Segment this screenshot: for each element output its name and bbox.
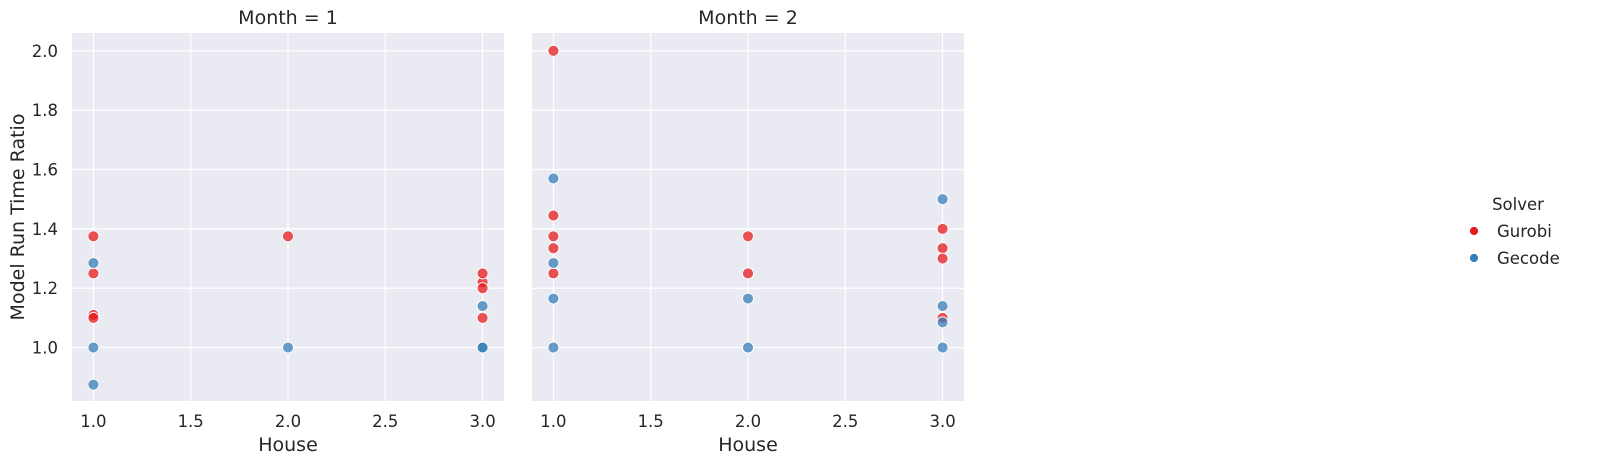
data-point-gecode xyxy=(936,193,949,206)
series-gecode xyxy=(547,172,949,354)
x-tick-label: 1.5 xyxy=(178,412,204,431)
data-point-gecode xyxy=(547,292,560,305)
data-point-gecode xyxy=(87,257,100,269)
y-tick-label: 2.0 xyxy=(32,42,58,61)
y-tick-label: 1.4 xyxy=(32,220,58,239)
legend-label-gecode: Gecode xyxy=(1497,249,1560,268)
data-point-gecode xyxy=(742,341,754,354)
x-tick-label: 2.5 xyxy=(372,412,398,431)
data-point-gecode xyxy=(936,316,949,329)
data-point-gurobi xyxy=(936,242,949,255)
y-tick-label: 1.2 xyxy=(32,279,58,298)
data-point-gurobi xyxy=(547,230,560,243)
y-tick-label: 1.6 xyxy=(32,161,58,180)
data-point-gecode xyxy=(282,341,294,354)
legend-marker-gecode xyxy=(1469,253,1479,263)
x-tick-label: 1.0 xyxy=(540,412,566,431)
x-tick-label: 2.5 xyxy=(832,412,858,431)
data-point-gurobi xyxy=(547,44,560,57)
series-gurobi xyxy=(87,230,489,324)
data-point-gurobi xyxy=(87,230,100,243)
data-point-gecode xyxy=(547,341,560,354)
x-tick-label: 1.0 xyxy=(80,412,106,431)
legend-marker-gurobi xyxy=(1469,226,1479,236)
data-point-gecode xyxy=(476,300,489,312)
legend-label-gurobi: Gurobi xyxy=(1497,222,1552,241)
legend: Solver Gurobi Gecode xyxy=(1469,195,1560,268)
data-point-gecode xyxy=(87,378,100,391)
data-point-gecode xyxy=(87,341,100,354)
data-point-gurobi xyxy=(87,311,100,324)
data-point-gurobi xyxy=(547,242,560,255)
data-point-gecode xyxy=(547,172,560,185)
x-tick-label: 2.0 xyxy=(275,412,301,431)
data-point-gurobi xyxy=(87,267,100,280)
panel-title: Month = 1 xyxy=(238,7,338,29)
series-gecode xyxy=(87,257,489,391)
data-point-gurobi xyxy=(476,311,489,324)
data-point-gurobi xyxy=(936,252,949,265)
x-tick-label: 3.0 xyxy=(469,412,495,431)
data-point-gurobi xyxy=(282,230,294,243)
data-point-gecode xyxy=(742,292,754,305)
x-tick-label: 3.0 xyxy=(929,412,955,431)
data-point-gurobi xyxy=(547,267,560,280)
x-axis-label: House xyxy=(258,434,318,456)
data-point-gurobi xyxy=(936,222,949,235)
data-point-gecode xyxy=(936,341,949,354)
data-point-gurobi xyxy=(547,209,560,222)
data-point-gurobi xyxy=(476,267,489,280)
data-point-gecode xyxy=(936,300,949,312)
data-point-gecode xyxy=(476,341,489,354)
y-tick-label: 1.0 xyxy=(32,339,58,358)
x-axis-label: House xyxy=(718,434,778,456)
x-tick-label: 1.5 xyxy=(638,412,664,431)
x-tick-label: 2.0 xyxy=(735,412,761,431)
series-gurobi xyxy=(547,44,949,324)
data-point-gecode xyxy=(547,257,560,269)
y-axis-label: Model Run Time Ratio xyxy=(7,114,29,321)
data-point-gurobi xyxy=(742,230,754,243)
facet-panel-month-2: 1.0 1.5 2.0 2.5 3.0 Month = 2 House xyxy=(532,7,964,456)
data-point-gurobi xyxy=(742,267,754,280)
panel-title: Month = 2 xyxy=(698,7,798,29)
facet-panel-month-1: 1.0 1.5 2.0 2.5 3.0 1.0 1.2 1.4 1.6 1.8 2.0 Month =… xyxy=(7,7,504,456)
data-point-gurobi xyxy=(476,282,489,295)
legend-title: Solver xyxy=(1492,195,1544,214)
y-tick-label: 1.8 xyxy=(32,101,58,120)
